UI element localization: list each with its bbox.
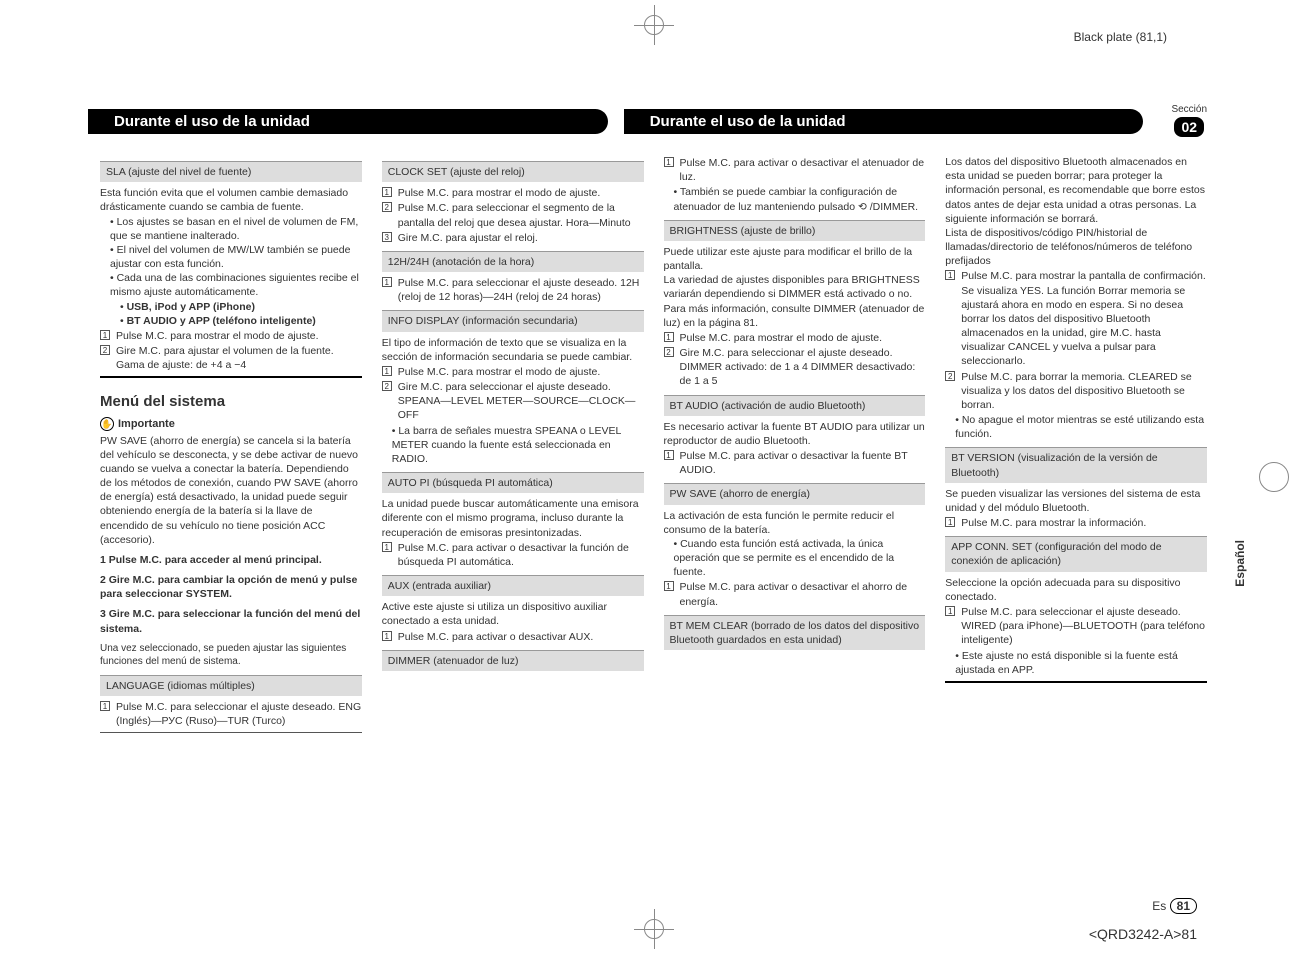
btversion-step: 1Pulse M.C. para mostrar la información. bbox=[945, 516, 1207, 530]
autopi-step: 1Pulse M.C. para activar o desactivar la… bbox=[382, 541, 644, 569]
sla-bullet: Cada una de las combinaciones siguientes… bbox=[110, 271, 362, 299]
side-crop-mark bbox=[1259, 462, 1289, 492]
dimmer-heading: DIMMER (atenuador de luz) bbox=[382, 650, 644, 671]
sla-heading: SLA (ajuste del nivel de fuente) bbox=[100, 161, 362, 182]
column-3: 1Pulse M.C. para activar o desactivar el… bbox=[664, 155, 926, 737]
page-footer: Es 81 bbox=[1152, 898, 1197, 914]
sla-desc: Esta función evita que el volumen cambie… bbox=[100, 186, 362, 214]
pwsave-desc: La activación de esta función le permite… bbox=[664, 509, 926, 537]
section-number: 02 bbox=[1174, 117, 1204, 137]
page-content: Durante el uso de la unidad Durante el u… bbox=[100, 105, 1207, 869]
appconn-heading: APP CONN. SET (configuración del modo de… bbox=[945, 536, 1207, 571]
language-heading: LANGUAGE (idiomas múltiples) bbox=[100, 675, 362, 696]
clock-step: 2Pulse M.C. para seleccionar el segmento… bbox=[382, 201, 644, 229]
footer-page-number: 81 bbox=[1170, 898, 1197, 914]
dimmer-step: 1Pulse M.C. para activar o desactivar el… bbox=[664, 156, 926, 184]
section-label: Sección bbox=[1171, 105, 1207, 115]
sla-subbullet: USB, iPod y APP (iPhone) bbox=[120, 300, 362, 314]
pwsave-step: 1Pulse M.C. para activar o desactivar el… bbox=[664, 580, 926, 608]
clock-step: 1Pulse M.C. para mostrar el modo de ajus… bbox=[382, 186, 644, 200]
clock-step: 3Gire M.C. para ajustar el reloj. bbox=[382, 231, 644, 245]
pwsave-heading: PW SAVE (ahorro de energía) bbox=[664, 483, 926, 504]
autopi-heading: AUTO PI (búsqueda PI automática) bbox=[382, 472, 644, 493]
aux-desc: Active este ajuste si utiliza un disposi… bbox=[382, 600, 644, 628]
btmem-bullet: No apague el motor mientras se esté util… bbox=[955, 413, 1207, 441]
step-3: 3 Gire M.C. para seleccionar la función … bbox=[100, 607, 362, 635]
aux-step: 1Pulse M.C. para activar o desactivar AU… bbox=[382, 630, 644, 644]
column-1: SLA (ajuste del nivel de fuente) Esta fu… bbox=[100, 155, 362, 737]
important-label: Importante bbox=[118, 417, 175, 432]
section-badge: Sección 02 bbox=[1171, 105, 1207, 137]
step-2: 2 Gire M.C. para cambiar la opción de me… bbox=[100, 573, 362, 601]
brightness-heading: BRIGHTNESS (ajuste de brillo) bbox=[664, 220, 926, 241]
btmem-heading: BT MEM CLEAR (borrado de los datos del d… bbox=[664, 615, 926, 650]
btmem-step: 1Pulse M.C. para mostrar la pantalla de … bbox=[945, 269, 1207, 368]
column-2: CLOCK SET (ajuste del reloj) 1Pulse M.C.… bbox=[382, 155, 644, 737]
h12-heading: 12H/24H (anotación de la hora) bbox=[382, 251, 644, 272]
crop-mark-top bbox=[634, 5, 674, 45]
language-side-label: Español bbox=[1233, 540, 1247, 587]
clock-heading: CLOCK SET (ajuste del reloj) bbox=[382, 161, 644, 182]
sla-bullet: Los ajustes se basan en el nivel de volu… bbox=[110, 215, 362, 243]
autopi-desc: La unidad puede buscar automáticamente u… bbox=[382, 497, 644, 540]
info-step: 2Gire M.C. para seleccionar el ajuste de… bbox=[382, 380, 644, 423]
btversion-desc: Se pueden visualizar las versiones del s… bbox=[945, 487, 1207, 515]
footer-lang: Es bbox=[1152, 899, 1166, 913]
important-row: ✋ Importante bbox=[100, 417, 362, 432]
sla-step: 2Gire M.C. para ajustar el volumen de la… bbox=[100, 344, 362, 372]
header-row: Durante el uso de la unidad Durante el u… bbox=[100, 105, 1207, 137]
language-step: 1Pulse M.C. para seleccionar el ajuste d… bbox=[100, 700, 362, 728]
btversion-heading: BT VERSION (visualización de la versión … bbox=[945, 447, 1207, 482]
brightness-p1: Puede utilizar este ajuste para modifica… bbox=[664, 245, 926, 273]
info-heading: INFO DISPLAY (información secundaria) bbox=[382, 310, 644, 331]
black-plate-label: Black plate (81,1) bbox=[1074, 30, 1167, 44]
column-4: Los datos del dispositivo Bluetooth alma… bbox=[945, 155, 1207, 737]
sla-bullet: El nivel del volumen de MW/LW también se… bbox=[110, 243, 362, 271]
h12-step: 1Pulse M.C. para seleccionar el ajuste d… bbox=[382, 276, 644, 304]
appconn-step: 1Pulse M.C. para seleccionar el ajuste d… bbox=[945, 605, 1207, 648]
brightness-step: 1Pulse M.C. para mostrar el modo de ajus… bbox=[664, 331, 926, 345]
pwsave-bullet: Cuando esta función está activada, la ún… bbox=[674, 537, 926, 580]
important-icon: ✋ bbox=[100, 417, 114, 431]
info-desc: El tipo de información de texto que se v… bbox=[382, 336, 644, 364]
crop-mark-bottom bbox=[634, 909, 674, 949]
info-bullet: La barra de señales muestra SPEANA o LEV… bbox=[392, 424, 644, 467]
columns: SLA (ajuste del nivel de fuente) Esta fu… bbox=[100, 155, 1207, 737]
header-bar-left: Durante el uso de la unidad bbox=[100, 109, 608, 134]
footer-code: <QRD3242-A>81 bbox=[1089, 926, 1197, 942]
btaudio-heading: BT AUDIO (activación de audio Bluetooth) bbox=[664, 395, 926, 416]
btaudio-desc: Es necesario activar la fuente BT AUDIO … bbox=[664, 420, 926, 448]
info-step: 1Pulse M.C. para mostrar el modo de ajus… bbox=[382, 365, 644, 379]
appconn-bullet: Este ajuste no está disponible si la fue… bbox=[955, 649, 1207, 677]
menu-title: Menú del sistema bbox=[100, 392, 362, 412]
aux-heading: AUX (entrada auxiliar) bbox=[382, 575, 644, 596]
brightness-step: 2Gire M.C. para seleccionar el ajuste de… bbox=[664, 346, 926, 389]
pwsave-note: PW SAVE (ahorro de energía) se cancela s… bbox=[100, 434, 362, 547]
step-3-desc: Una vez seleccionado, se pueden ajustar … bbox=[100, 642, 362, 669]
sla-subbullet: BT AUDIO y APP (teléfono inteligente) bbox=[120, 314, 362, 328]
header-bar-right: Durante el uso de la unidad bbox=[636, 109, 1144, 134]
btmem-p2: Lista de dispositivos/código PIN/histori… bbox=[945, 226, 1207, 269]
btmem-step: 2Pulse M.C. para borrar la memoria. CLEA… bbox=[945, 370, 1207, 413]
step-1: 1 Pulse M.C. para acceder al menú princi… bbox=[100, 553, 362, 567]
btmem-p1: Los datos del dispositivo Bluetooth alma… bbox=[945, 155, 1207, 226]
sla-step: 1Pulse M.C. para mostrar el modo de ajus… bbox=[100, 329, 362, 343]
appconn-desc: Seleccione la opción adecuada para su di… bbox=[945, 576, 1207, 604]
btaudio-step: 1Pulse M.C. para activar o desactivar la… bbox=[664, 449, 926, 477]
brightness-p2: La variedad de ajustes disponibles para … bbox=[664, 273, 926, 330]
dimmer-bullet: También se puede cambiar la configuració… bbox=[674, 185, 926, 213]
